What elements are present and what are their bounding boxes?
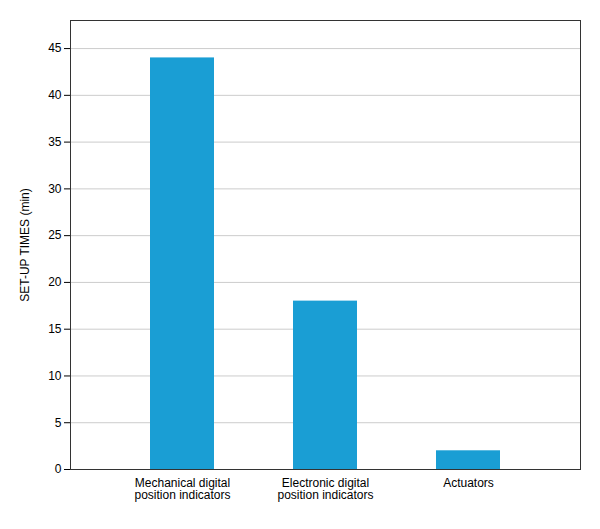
svg-text:25: 25 [48,228,62,242]
svg-text:35: 35 [48,135,62,149]
svg-text:Mechanical digitalposition ind: Mechanical digitalposition indicators [134,476,230,502]
svg-text:30: 30 [48,182,62,196]
svg-text:SET-UP TIMES (min): SET-UP TIMES (min) [18,188,32,302]
svg-text:40: 40 [48,88,62,102]
svg-text:Actuators: Actuators [443,476,494,490]
svg-text:15: 15 [48,322,62,336]
svg-text:0: 0 [55,462,62,476]
svg-text:Electronic digitalposition ind: Electronic digitalposition indicators [277,476,373,502]
svg-text:20: 20 [48,275,62,289]
svg-text:10: 10 [48,369,62,383]
svg-text:45: 45 [48,41,62,55]
svg-text:5: 5 [55,416,62,430]
